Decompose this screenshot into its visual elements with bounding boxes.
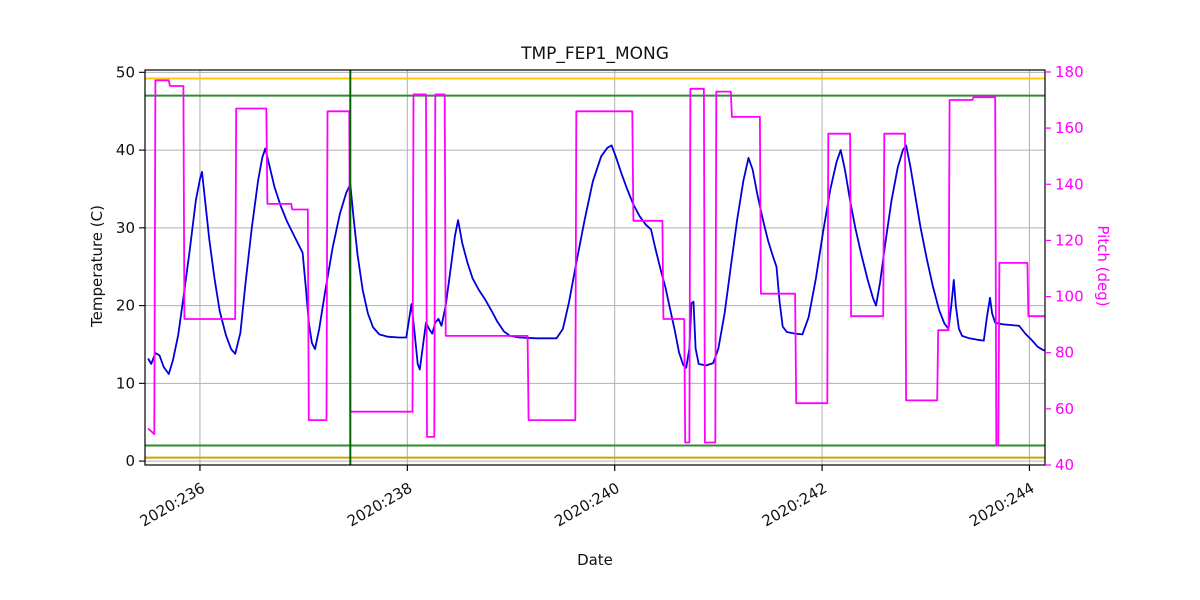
right-tick-label: 180 [1055, 63, 1084, 81]
right-tick-label: 60 [1055, 400, 1074, 418]
left-tick-label: 0 [125, 452, 135, 470]
right-tick-label: 100 [1055, 288, 1084, 306]
chart-title: TMP_FEP1_MONG [521, 44, 669, 64]
right-tick-label: 40 [1055, 456, 1074, 474]
left-tick-label: 50 [116, 63, 135, 81]
x-tick-label: 2020:236 [137, 479, 208, 531]
x-tick-label: 2020:244 [966, 479, 1037, 531]
left-tick-label: 30 [116, 219, 135, 237]
x-tick-label: 2020:242 [759, 479, 830, 531]
x-tick-label: 2020:238 [344, 479, 415, 531]
right-tick-label: 160 [1055, 119, 1084, 137]
left-tick-label: 20 [116, 297, 135, 315]
pitch-series-line [147, 79, 1045, 447]
left-tick-label: 40 [116, 141, 135, 159]
left-tick-label: 10 [116, 374, 135, 392]
right-tick-label: 140 [1055, 175, 1084, 193]
temperature-series-line [147, 144, 1046, 375]
left-axis-label: Temperature (C) [88, 205, 106, 327]
x-axis-label: Date [577, 551, 613, 569]
right-axis-label: Pitch (deg) [1094, 225, 1112, 307]
axes-spines [144, 69, 1046, 466]
right-tick-label: 80 [1055, 344, 1074, 362]
x-tick-label: 2020:240 [551, 479, 622, 531]
right-tick-label: 120 [1055, 231, 1084, 249]
